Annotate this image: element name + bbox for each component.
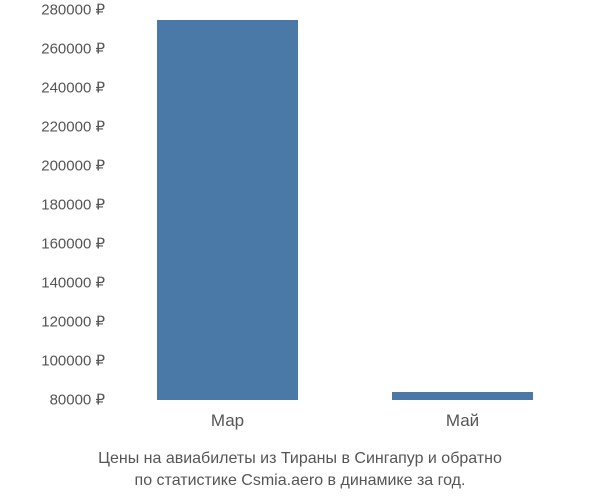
caption-line-1: Цены на авиабилеты из Тираны в Сингапур …	[98, 450, 502, 467]
x-tick-label: Мар	[211, 411, 244, 431]
y-tick-label: 80000 ₽	[0, 393, 105, 408]
x-axis: Мар Май	[110, 405, 580, 435]
y-tick-label: 160000 ₽	[0, 237, 105, 252]
y-tick-label: 100000 ₽	[0, 354, 105, 369]
y-tick-label: 200000 ₽	[0, 159, 105, 174]
y-tick-label: 220000 ₽	[0, 120, 105, 135]
y-tick-label: 240000 ₽	[0, 81, 105, 96]
plot-area	[110, 10, 580, 400]
bar	[157, 20, 298, 400]
x-tick-label: Май	[446, 411, 479, 431]
chart-caption: Цены на авиабилеты из Тираны в Сингапур …	[0, 448, 600, 491]
price-chart: 80000 ₽ 100000 ₽ 120000 ₽ 140000 ₽ 160000 ₽ 1…	[0, 0, 600, 500]
y-tick-label: 180000 ₽	[0, 198, 105, 213]
y-tick-label: 120000 ₽	[0, 315, 105, 330]
y-tick-label: 260000 ₽	[0, 42, 105, 57]
bar	[392, 392, 533, 400]
caption-line-2: по статистике Csmia.aero в динамике за г…	[135, 472, 466, 489]
y-axis: 80000 ₽100000 ₽120000 ₽140000 ₽160000 ₽1…	[0, 10, 105, 400]
y-tick-label: 280000 ₽	[0, 3, 105, 18]
y-tick-label: 140000 ₽	[0, 276, 105, 291]
